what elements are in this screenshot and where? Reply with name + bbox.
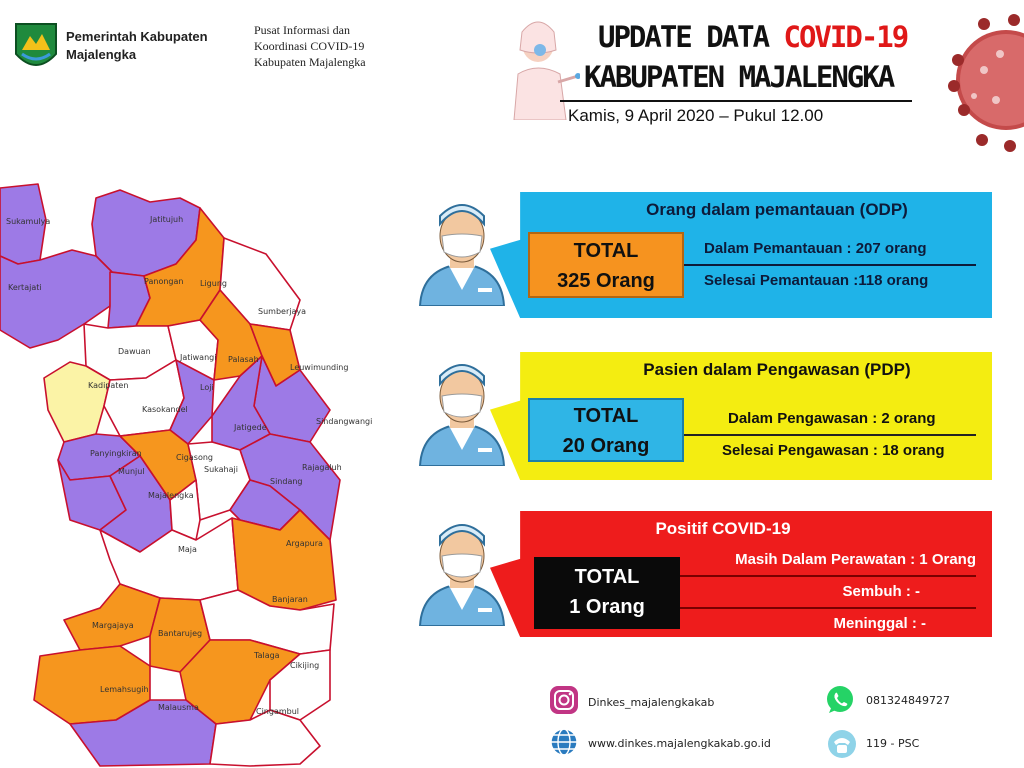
map-label-sukamulya: Sukamulya — [6, 217, 50, 226]
map-label-bantarujeg: Bantarujeg — [158, 629, 202, 638]
map-label-sukahaji: Sukahaji — [204, 465, 238, 474]
map-label-ligung: Ligung — [200, 279, 227, 288]
title-line2: KABUPATEN MAJALENGKA — [584, 60, 895, 94]
positive-total-value: 1 Orang — [569, 596, 645, 618]
whatsapp-number: 081324849727 — [866, 694, 950, 707]
map-label-panongan: Panongan — [144, 277, 183, 286]
odp-card: Orang dalam pemantauan (ODP) TOTAL 325 O… — [490, 192, 992, 318]
map-label-palasah: Palasah — [228, 355, 259, 364]
pdp-total-value: 20 Orang — [562, 435, 650, 457]
positive-row-in-care: Masih Dalam Perawatan : 1 Orang — [735, 551, 976, 568]
pdp-title: Pasien dalam Pengawasan (PDP) — [643, 360, 911, 379]
globe-icon — [550, 728, 578, 756]
website-url: www.dinkes.majalengkakab.go.id — [588, 737, 771, 750]
map-label-kasokandel: Kasokandel — [142, 405, 188, 414]
map-label-maja: Maja — [178, 545, 197, 554]
map-label-dawuan: Dawuan — [118, 347, 151, 356]
map-label-talaga: Talaga — [253, 651, 280, 660]
instagram-icon — [550, 686, 578, 714]
odp-total-value: 325 Orang — [557, 270, 655, 292]
pdp-total-box: TOTAL 20 Orang — [528, 398, 684, 462]
info-center-name: Pusat Informasi dan Koordinasi COVID-19 … — [254, 22, 366, 70]
map-label-leuwimunding: Leuwimunding — [290, 363, 348, 372]
map-label-banjaran: Banjaran — [272, 595, 308, 604]
map-area-majalengka-south — [169, 479, 201, 541]
center-line3: Kabupaten Majalengka — [254, 55, 366, 69]
map-label-rajagaluh: Rajagaluh — [302, 463, 342, 472]
majalengka-logo-icon — [15, 23, 57, 66]
map-label-kertajati: Kertajati — [8, 283, 42, 292]
org-line2: Majalengka — [66, 47, 137, 62]
org-line1: Pemerintah Kabupaten — [66, 29, 208, 44]
title-underline — [560, 100, 912, 102]
map-label-majalengka: Majalengka — [148, 491, 194, 500]
center-line2: Koordinasi COVID-19 — [254, 39, 365, 53]
map-label-cigasong: Cigasong — [176, 453, 213, 462]
map-area-margajaya — [63, 583, 161, 651]
positive-title: Positif COVID-19 — [655, 519, 791, 538]
map-label-jatitujuh: Jatitujuh — [149, 215, 183, 224]
pdp-total-label: TOTAL — [573, 405, 639, 427]
health-worker-icon — [418, 204, 506, 306]
pdp-divider — [684, 434, 976, 436]
positive-row-recovered: Sembuh : - — [842, 583, 921, 600]
whatsapp-icon — [827, 686, 853, 713]
health-worker-illustration-icon — [513, 21, 580, 120]
update-date: Kamis, 9 April 2020 – Pukul 12.00 — [568, 106, 824, 125]
map-label-munjul: Munjul — [118, 467, 145, 476]
map-label-jatiwangi: Jatiwangi — [179, 353, 216, 362]
map-label-sindangwangi: Sindangwangi — [316, 417, 372, 426]
psc-number: 119 - PSC — [866, 737, 920, 750]
odp-total-box: TOTAL 325 Orang — [528, 232, 684, 298]
odp-total-label: TOTAL — [573, 240, 639, 262]
org-name: Pemerintah Kabupaten Majalengka — [66, 28, 208, 64]
title-line1: UPDATE DATA COVID-19 — [598, 20, 910, 54]
title-prefix: UPDATE DATA — [598, 20, 784, 54]
map-label-panyingkiran: Panyingkiran — [90, 449, 142, 458]
map-label-argapura: Argapura — [286, 539, 323, 548]
map-label-sindang: Sindang — [270, 477, 303, 486]
center-line1: Pusat Informasi dan — [254, 23, 350, 37]
positive-total-box: TOTAL 1 Orang — [534, 557, 680, 629]
coronavirus-icon — [948, 14, 1024, 152]
pdp-card: Pasien dalam Pengawasan (PDP) TOTAL 20 O… — [490, 352, 992, 480]
positive-divider-1 — [680, 575, 976, 577]
map-label-sumberjaya: Sumberjaya — [258, 307, 306, 316]
map-label-malausma: Malausma — [158, 703, 199, 712]
instagram-handle: Dinkes_majalengkakab — [588, 696, 715, 709]
map-label-margajaya: Margajaya — [92, 621, 134, 630]
title-highlight: COVID-19 — [783, 20, 910, 54]
map-area-kadipaten — [43, 361, 111, 443]
phone-icon — [828, 730, 856, 758]
district-map: Sukamulya Jatitujuh Kertajati Ligung Pan… — [0, 183, 372, 767]
map-label-cikijing: Cikijing — [290, 661, 319, 670]
pdp-row-in-supervision: Dalam Pengawasan : 2 orang — [728, 410, 936, 427]
odp-row-finished: Selesai Pemantauan :118 orang — [704, 272, 929, 289]
positive-divider-2 — [680, 607, 976, 609]
positive-total-label: TOTAL — [574, 566, 640, 588]
map-label-lemahsugih: Lemahsugih — [100, 685, 149, 694]
positive-card: Positif COVID-19 TOTAL 1 Orang Masih Dal… — [490, 511, 992, 637]
odp-title: Orang dalam pemantauan (ODP) — [646, 200, 908, 219]
odp-row-in-monitoring: Dalam Pemantauan : 207 orang — [704, 240, 927, 257]
map-area-malausma — [69, 699, 217, 767]
map-area-cingambul — [209, 709, 321, 767]
map-label-loji: Loji — [200, 383, 214, 392]
map-label-cingambul: Cingambul — [256, 707, 299, 716]
odp-divider — [684, 264, 976, 266]
map-label-kadipaten: Kadipaten — [88, 381, 128, 390]
positive-row-deceased: Meninggal : - — [833, 615, 927, 632]
health-worker-icon — [418, 364, 506, 466]
health-worker-icon — [418, 524, 506, 626]
map-label-jatigede: Jatigede — [233, 423, 267, 432]
pdp-row-finished: Selesai Pengawasan : 18 orang — [722, 442, 945, 459]
